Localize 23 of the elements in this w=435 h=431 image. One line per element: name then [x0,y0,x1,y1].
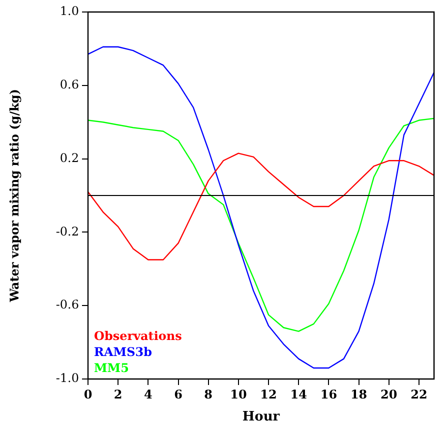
x-tick-label: 12 [260,387,277,402]
x-tick-label: 4 [144,387,152,402]
x-tick-label: 10 [230,387,247,402]
y-tick-label: 1.0 [60,4,79,18]
x-tick-label: 6 [174,387,182,402]
x-tick-label: 0 [84,387,92,402]
y-tick-label: 0.6 [60,78,79,92]
x-tick-label: 8 [204,387,213,402]
x-tick-label: 14 [290,387,307,402]
text: Observations [94,329,182,344]
y-tick-label: -0.6 [56,298,79,312]
y-axis-title: Water vapor mixing ratio (g/kg) [7,88,22,304]
x-tick-label: 2 [114,387,122,402]
text: MM5 [94,361,129,376]
y-tick-label: 0.2 [60,150,79,165]
text: RAMS3b [94,345,152,360]
x-tick-label: 20 [380,387,398,402]
x-axis-title: Hour [242,410,280,425]
y-tick-label: -1.0 [56,371,79,386]
x-tick-label: 22 [410,387,428,402]
x-tick-label: 16 [320,387,338,402]
y-tick-label: -0.2 [56,224,79,238]
x-tick-label: 18 [350,387,368,402]
